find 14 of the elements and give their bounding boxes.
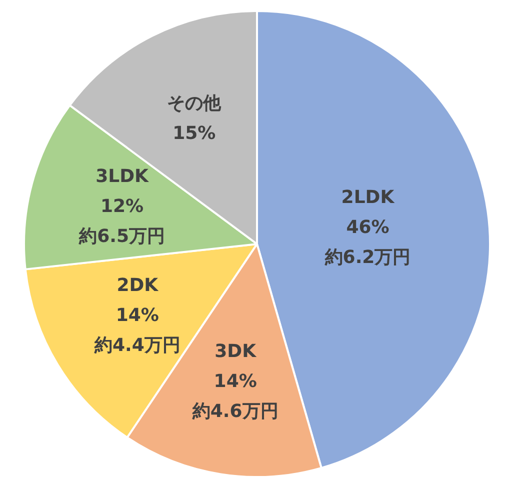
data-label: 15% [172,122,216,144]
slice-label: 3LDK [96,166,150,188]
slice-label: 2LDK [341,187,396,208]
text: 約4.6万円 [192,400,278,422]
text: 約6.2万円 [324,247,411,268]
slice-label: 2DK [116,275,160,296]
data-label: 14% [214,370,257,392]
data-label: 12% [100,196,144,218]
text: 約4.4万円 [94,335,180,356]
data-label: 46% [346,217,390,238]
text: 約6.5万円 [79,226,166,248]
slice-label: 3DK [214,340,258,362]
slice-label: その他 [167,92,222,114]
data-label: 14% [116,305,159,326]
